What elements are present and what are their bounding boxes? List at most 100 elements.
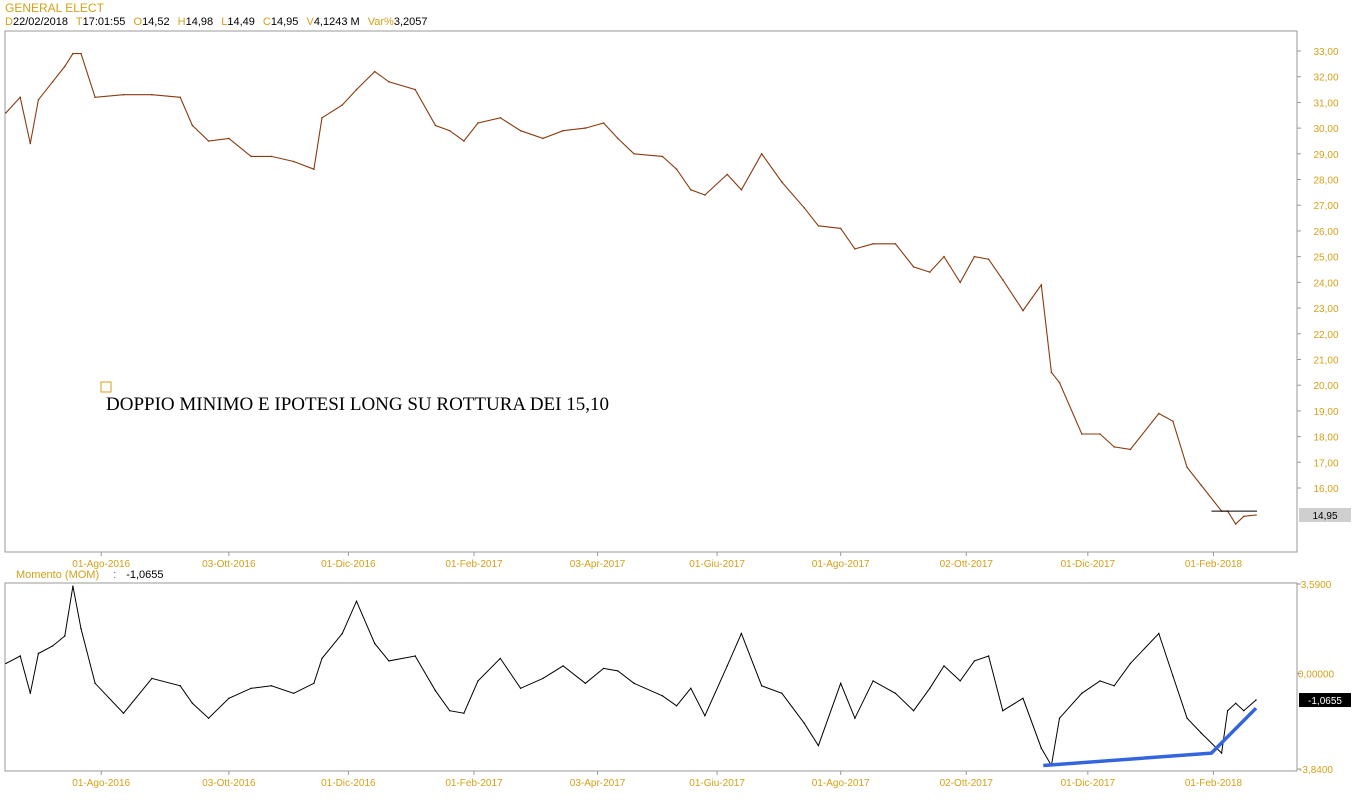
momentum-data-point xyxy=(477,680,479,682)
low-key: L xyxy=(221,16,228,28)
price-data-point xyxy=(151,93,153,96)
momentum-data-point xyxy=(1220,752,1223,754)
price-data-point xyxy=(1234,523,1237,525)
last-momentum-label: -1,0655 xyxy=(1308,696,1342,707)
price-data-point xyxy=(519,129,522,132)
price-panel: 16,00 17,00 18,00 19,00 20,00 21,00 22,00 23,00… xyxy=(4,30,1351,570)
momentum-data-point xyxy=(122,712,125,714)
momentum-data-point xyxy=(94,682,96,684)
momentum-data-point xyxy=(1235,702,1237,704)
price-data-point xyxy=(973,255,976,258)
momentum-data-point xyxy=(270,685,273,687)
momentum-data-point xyxy=(929,687,931,689)
last-momentum-box xyxy=(1299,693,1351,708)
time-value: 17:01:55 xyxy=(82,16,126,28)
price-data-point xyxy=(584,127,587,129)
ohlc-info-bar: D22/02/2018 T17:01:55 O14,52 H14,98 L14,… xyxy=(5,16,433,28)
price-y-tick-label: 22,00 xyxy=(1313,330,1338,341)
price-data-point xyxy=(704,194,706,196)
momentum-x-axis: 01-Ago-2016 03-Ott-2016 01-Dic-2016 01-Feb-… xyxy=(72,771,1243,789)
momentum-separator: : xyxy=(113,569,117,581)
price-data-points xyxy=(5,52,1257,525)
momentum-data-point xyxy=(64,635,66,637)
price-data-point xyxy=(1022,309,1024,312)
price-data-point xyxy=(562,129,564,132)
momentum-series-line xyxy=(5,586,1257,767)
price-data-point xyxy=(321,117,323,119)
annotation-anchor-square[interactable] xyxy=(100,381,112,393)
price-data-point xyxy=(191,124,194,127)
momentum-data-point xyxy=(1243,710,1245,712)
momentum-data-point xyxy=(499,657,501,660)
price-y-axis: 16,00 17,00 18,00 19,00 20,00 21,00 22,00 23,00… xyxy=(1297,47,1339,495)
momentum-data-point xyxy=(374,642,376,645)
price-panel-frame xyxy=(4,30,1298,553)
momentum-data-point xyxy=(1099,680,1101,682)
price-x-tick-label: 01-Feb-2018 xyxy=(1185,559,1243,570)
price-x-tick-label: 01-Dic-2017 xyxy=(1061,559,1116,570)
price-x-tick-label: 01-Giu-2017 xyxy=(689,559,745,570)
price-data-point xyxy=(912,266,915,268)
price-data-point xyxy=(1081,433,1083,435)
price-y-tick-label: 18,00 xyxy=(1313,433,1338,444)
price-y-tick-label: 31,00 xyxy=(1313,98,1338,109)
price-y-tick-label: 21,00 xyxy=(1313,355,1338,366)
price-y-tick-label: 25,00 xyxy=(1313,253,1338,264)
price-data-point xyxy=(29,142,32,145)
momentum-x-tick-label: 01-Dic-2016 xyxy=(321,778,376,789)
momentum-x-tick-label: 03-Apr-2017 xyxy=(570,778,626,789)
momentum-x-tick-label: 01-Ago-2017 xyxy=(812,778,870,789)
momentum-data-point xyxy=(817,744,820,747)
momentum-x-tick-label: 03-Ott-2016 xyxy=(202,778,256,789)
momentum-data-point xyxy=(633,682,635,684)
momentum-data-point xyxy=(293,692,295,694)
price-data-point xyxy=(1200,484,1203,487)
momentum-data-point xyxy=(761,685,763,687)
price-data-point xyxy=(987,258,990,261)
price-x-tick-label: 01-Dic-2016 xyxy=(321,559,376,570)
price-data-point xyxy=(37,99,40,101)
change-percent-value: 3,2057 xyxy=(393,16,428,28)
momentum-data-point xyxy=(1058,717,1061,719)
momentum-data-point xyxy=(840,682,842,684)
price-data-point xyxy=(179,96,181,99)
momentum-data-point xyxy=(1200,732,1203,734)
price-data-point xyxy=(740,189,743,191)
momentum-data-point xyxy=(803,722,805,724)
momentum-data-point xyxy=(228,697,230,699)
date-value: 22/02/2018 xyxy=(12,16,69,28)
price-x-tick-label: 01-Ago-2017 xyxy=(812,559,870,570)
momentum-data-point xyxy=(5,662,7,665)
price-y-tick-label: 17,00 xyxy=(1313,458,1338,469)
price-data-point xyxy=(542,137,544,140)
momentum-data-point xyxy=(1226,710,1229,712)
price-data-point xyxy=(499,117,502,119)
price-data-point xyxy=(373,70,376,73)
open-key: O xyxy=(133,16,143,28)
momentum-data-point xyxy=(602,667,605,670)
price-data-point xyxy=(355,88,358,91)
price-data-point xyxy=(313,168,315,170)
price-data-point xyxy=(5,111,7,114)
momentum-data-point xyxy=(584,682,587,684)
price-data-point xyxy=(80,52,82,55)
momentum-data-point xyxy=(80,627,82,630)
price-y-tick-label: 32,00 xyxy=(1313,73,1338,84)
price-data-point xyxy=(726,173,728,176)
annotation-text[interactable]: DOPPIO MINIMO E IPOTESI LONG SU ROTTURA … xyxy=(106,394,609,415)
price-data-point xyxy=(602,122,605,124)
momentum-data-point xyxy=(1022,697,1024,699)
momentum-data-point xyxy=(463,712,465,714)
momentum-trendline[interactable] xyxy=(1043,706,1258,768)
momentum-data-point xyxy=(854,717,856,719)
momentum-data-point xyxy=(191,702,194,704)
momentum-data-point xyxy=(562,665,564,667)
momentum-x-tick-label: 02-Ott-2017 xyxy=(940,778,994,789)
price-y-tick-label: 20,00 xyxy=(1313,381,1338,392)
price-x-tick-label: 01-Feb-2017 xyxy=(445,559,503,570)
momentum-y-tick-label: 3,5900 xyxy=(1301,580,1332,591)
momentum-data-point xyxy=(872,680,874,682)
price-data-point xyxy=(943,255,945,258)
price-data-point xyxy=(661,155,664,158)
price-y-tick-label: 24,00 xyxy=(1313,278,1338,289)
